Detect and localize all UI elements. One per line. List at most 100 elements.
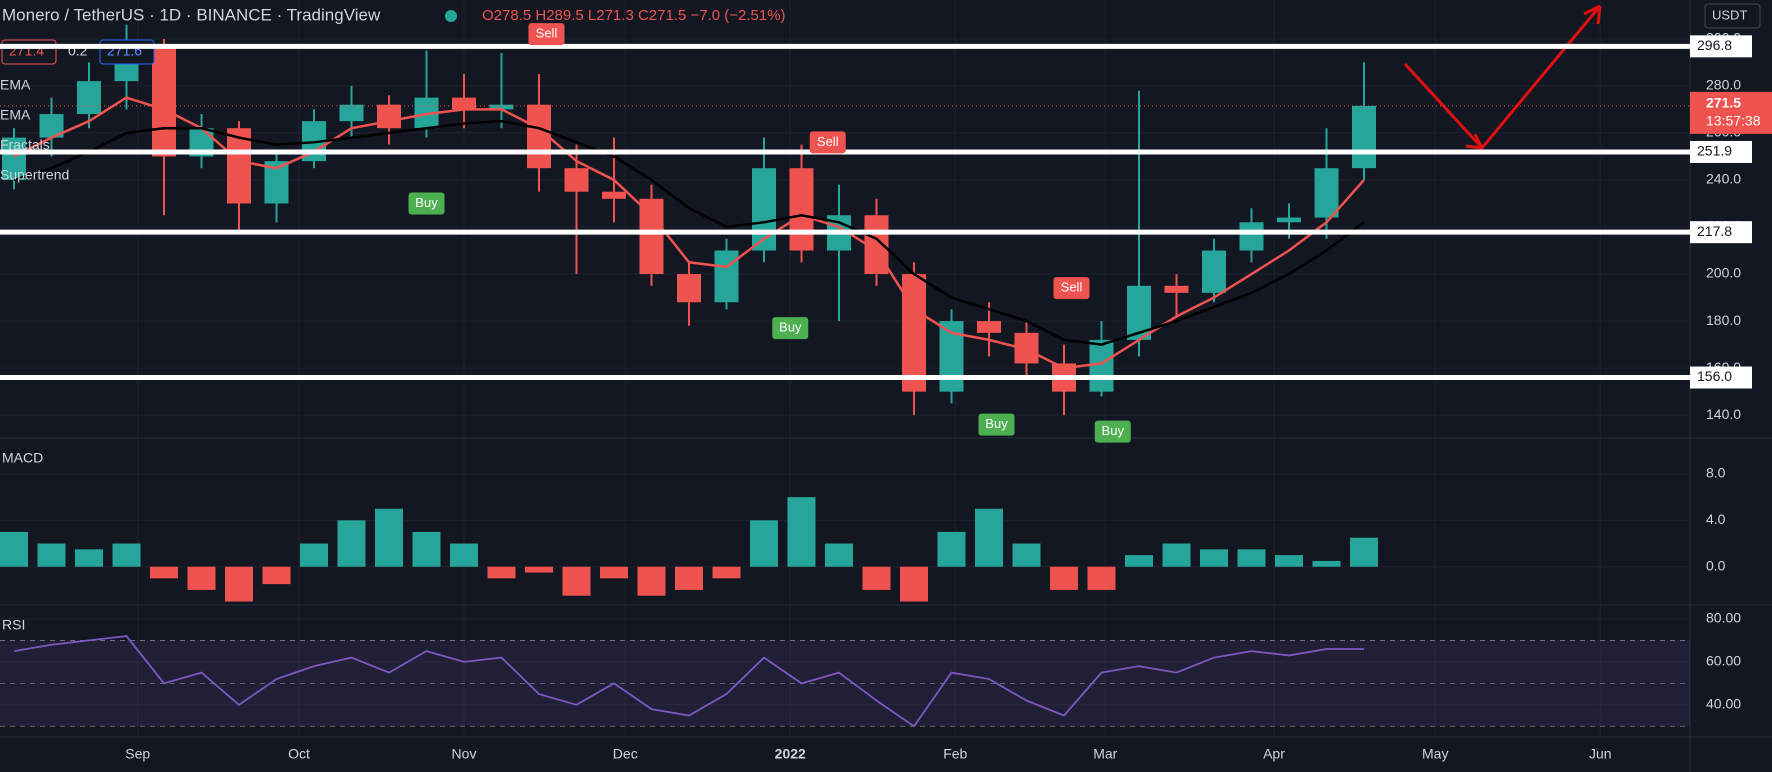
macd-bar	[75, 549, 103, 567]
x-tick-label: 2022	[775, 746, 806, 762]
signal-badge	[408, 192, 445, 215]
candle-body	[1239, 222, 1264, 251]
x-tick-label: May	[1422, 746, 1448, 762]
y-tick-label: 80.00	[1706, 610, 1741, 626]
macd-bar	[1012, 543, 1041, 567]
candle-body	[152, 48, 176, 157]
currency-button[interactable]	[1704, 3, 1761, 29]
macd-bar	[750, 520, 778, 567]
macd-bar	[825, 543, 853, 567]
candle-body	[564, 168, 589, 192]
ohlc: O278.5 H289.5 L271.3 C271.5 −7.0 (−2.51%…	[482, 7, 786, 24]
signal-label: Buy	[1102, 423, 1125, 438]
symbol-title: Monero / TetherUS · 1D · BINANCE · Tradi…	[2, 5, 381, 24]
level-label: 296.8	[1697, 37, 1732, 53]
macd-bar	[712, 566, 741, 579]
candle-body	[1314, 168, 1339, 218]
y-tick-label: 240.0	[1706, 171, 1741, 187]
level-label: 156.0	[1697, 368, 1732, 384]
candle-body	[1352, 105, 1376, 169]
candle-body	[1164, 285, 1189, 293]
macd-bar	[375, 508, 403, 567]
macd-bar	[637, 566, 666, 596]
last-price: 271.5	[1706, 95, 1741, 111]
candle-body	[902, 274, 926, 392]
ema-line	[13, 119, 1365, 346]
macd-bar	[562, 566, 591, 596]
currency[interactable]: USDT	[1712, 7, 1747, 22]
countdown: 13:57:38	[1706, 113, 1761, 129]
macd-bar	[1087, 566, 1116, 590]
indicator-label: EMA	[0, 77, 31, 93]
x-tick-label: Sep	[125, 746, 150, 762]
x-tick-label: Jun	[1589, 746, 1612, 762]
candle-body	[2, 137, 26, 180]
signal-label: Buy	[415, 195, 438, 210]
indicator-label: EMA	[0, 107, 31, 123]
macd-bar	[1125, 555, 1153, 567]
candle-body	[714, 250, 739, 303]
candle-body	[227, 128, 251, 204]
macd-bar	[862, 566, 891, 590]
x-tick-label: Dec	[613, 746, 638, 762]
candle-body	[789, 168, 814, 251]
candle-body	[639, 198, 664, 275]
y-tick-label: 280.0	[1706, 77, 1741, 93]
macd-bar	[787, 497, 816, 567]
macd-bar	[525, 566, 553, 573]
status-dot	[445, 10, 457, 22]
candle-body	[1089, 339, 1114, 392]
candle-body	[452, 97, 476, 110]
macd-bar	[900, 566, 928, 602]
candle-body	[39, 114, 64, 138]
last-price-badge	[1690, 91, 1772, 134]
candle-body	[489, 104, 514, 110]
signal-badge	[1094, 420, 1131, 443]
level-badge	[1690, 366, 1752, 389]
x-tick-label: Oct	[288, 746, 310, 762]
candle-body	[377, 104, 401, 129]
x-tick-label: Mar	[1093, 746, 1117, 762]
y-tick-label: 200.0	[1706, 265, 1741, 281]
level-badge	[1690, 140, 1752, 163]
y-tick-label: 0.0	[1706, 557, 1726, 573]
y-tick-label: 140.0	[1706, 406, 1741, 422]
level-label: 251.9	[1697, 143, 1732, 159]
macd-bar	[1275, 555, 1303, 567]
candle-body	[339, 104, 364, 122]
signal-badge	[978, 413, 1015, 436]
pane-title: MACD	[2, 450, 43, 466]
macd-bar	[150, 566, 178, 579]
candle-body	[977, 321, 1001, 333]
macd-bar	[412, 531, 441, 567]
y-tick-label: 8.0	[1706, 465, 1726, 481]
arrow-head	[1583, 4, 1602, 25]
signal-badge	[528, 23, 565, 46]
signal-label: Sell	[1061, 280, 1083, 295]
rsi-line	[13, 635, 1364, 728]
macd-bar	[450, 543, 478, 567]
signal-label: Buy	[985, 416, 1008, 431]
arrow-head	[1465, 133, 1484, 150]
level-badge	[1690, 221, 1752, 244]
candle-body	[1202, 250, 1226, 293]
signal-badge	[809, 131, 846, 154]
x-tick-label: Nov	[452, 746, 477, 762]
candle-body	[602, 191, 626, 199]
macd-bar	[487, 566, 516, 579]
pane-title: RSI	[2, 617, 25, 633]
y-tick-label: 4.0	[1706, 511, 1726, 527]
macd-bar	[1237, 549, 1266, 567]
candle-body	[752, 168, 776, 251]
macd-bar	[187, 566, 216, 590]
y-tick-label: 60.00	[1706, 653, 1741, 669]
signal-label: Sell	[817, 134, 839, 149]
macd-bar	[337, 520, 366, 567]
macd-bar	[937, 531, 966, 567]
signal-label: Buy	[779, 320, 802, 335]
signal-badge	[1053, 277, 1090, 300]
macd-bar	[1350, 537, 1378, 567]
y-tick-label: 180.0	[1706, 312, 1741, 328]
